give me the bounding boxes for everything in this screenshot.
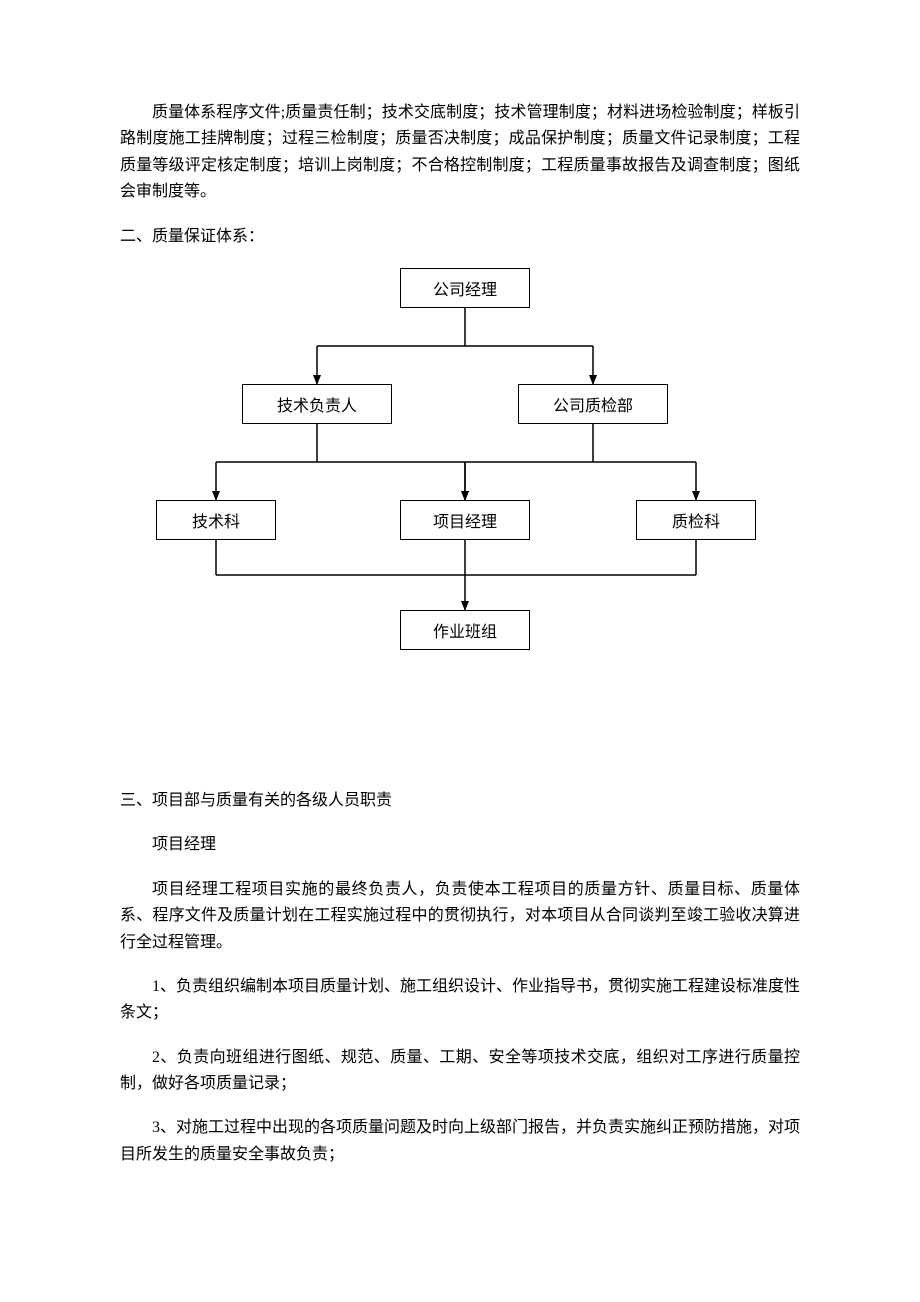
project-manager-title: 项目经理 [120, 832, 800, 858]
pm-duty-1: 1、负责组织编制本项目质量计划、施工组织设计、作业指导书，贯彻实施工程建设标准度… [120, 974, 800, 1027]
flowchart-node-n4: 技术科 [156, 500, 276, 540]
pm-duty-3: 3、对施工过程中出现的各项质量问题及时向上级部门报告，并负责实施纠正预防措施，对… [120, 1115, 800, 1168]
flowchart-node-n2: 技术负责人 [242, 384, 392, 424]
document-page: 质量体系程序文件;质量责任制；技术交底制度；技术管理制度；材料进场检验制度；样板… [0, 0, 920, 1246]
flowchart-node-n5: 项目经理 [400, 500, 530, 540]
flowchart-node-n3: 公司质检部 [518, 384, 668, 424]
section-3-heading: 三、项目部与质量有关的各级人员职责 [120, 788, 800, 814]
project-manager-intro: 项目经理工程项目实施的最终负责人，负责使本工程项目的质量方针、质量目标、质量体系… [120, 877, 800, 956]
flowchart-node-n6: 质检科 [636, 500, 756, 540]
intro-paragraph: 质量体系程序文件;质量责任制；技术交底制度；技术管理制度；材料进场检验制度；样板… [120, 100, 800, 206]
flowchart-connectors [120, 268, 800, 668]
quality-assurance-flowchart: 公司经理技术负责人 公司质检部技术科 项目经理 质检科作业班组 [120, 268, 800, 668]
flowchart-node-n1: 公司经理 [400, 268, 530, 308]
flowchart-node-n7: 作业班组 [400, 610, 530, 650]
section-2-heading: 二、质量保证体系： [120, 224, 800, 250]
pm-duty-2: 2、负责向班组进行图纸、规范、质量、工期、安全等项技术交底，组织对工序进行质量控… [120, 1045, 800, 1098]
